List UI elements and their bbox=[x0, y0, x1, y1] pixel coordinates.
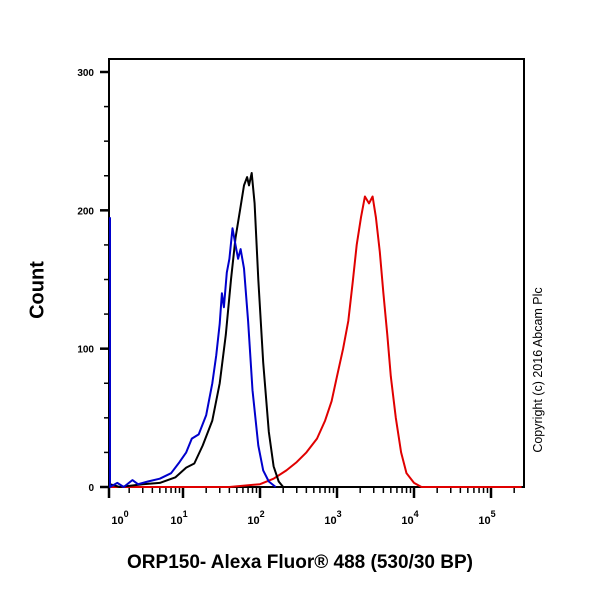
copyright-text: Copyright (c) 2016 Abcam Plc bbox=[531, 287, 545, 453]
x-tick-label: 100 bbox=[111, 509, 128, 527]
x-axis: 100 101 102 103 104 105 bbox=[107, 487, 515, 527]
x-tick-label: 103 bbox=[324, 509, 341, 527]
y-tick-label: 0 bbox=[88, 483, 94, 494]
y-tick-label: 100 bbox=[77, 345, 94, 356]
y-axis-title: Count bbox=[18, 230, 58, 350]
series-line-isotype-control bbox=[109, 217, 277, 488]
copyright-notice: Copyright (c) 2016 Abcam Plc bbox=[529, 250, 547, 490]
x-axis-title: ORP150- Alexa Fluor® 488 (530/30 BP) bbox=[127, 552, 473, 573]
y-axis: 0 100 200 300 bbox=[77, 68, 109, 494]
y-tick-label: 200 bbox=[77, 206, 94, 217]
series-line-unlabelled-control bbox=[109, 172, 284, 488]
y-axis-title-text: Count bbox=[26, 261, 49, 319]
x-tick-label: 104 bbox=[401, 509, 418, 527]
series-group bbox=[109, 172, 522, 488]
x-tick-label: 101 bbox=[170, 509, 187, 527]
y-tick-label: 300 bbox=[77, 68, 94, 79]
x-tick-label: 102 bbox=[247, 509, 264, 527]
x-tick-label: 105 bbox=[478, 509, 495, 527]
series-line-orp150-antibody bbox=[110, 195, 522, 488]
plot-frame bbox=[108, 58, 525, 488]
